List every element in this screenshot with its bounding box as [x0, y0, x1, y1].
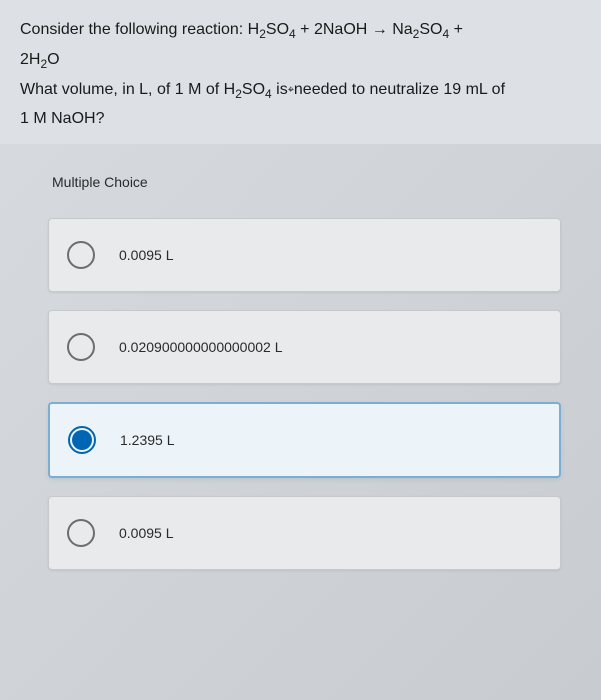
- question-line2: 2H2O: [20, 51, 60, 68]
- question-line1: Consider the following reaction: H2SO4 +…: [20, 21, 463, 38]
- option-1[interactable]: 0.0095 L: [48, 218, 561, 292]
- cursor-icon: ⌖: [288, 81, 294, 101]
- option-label: 0.0095 L: [119, 247, 174, 263]
- multiple-choice-header: Multiple Choice: [48, 174, 561, 190]
- question-area: Consider the following reaction: H2SO4 +…: [0, 0, 601, 144]
- option-4[interactable]: 0.0095 L: [48, 496, 561, 570]
- option-label: 0.0095 L: [119, 525, 174, 541]
- answers-section: Multiple Choice 0.0095 L 0.0209000000000…: [0, 144, 601, 608]
- radio-icon-selected: [68, 426, 96, 454]
- question-line3: What volume, in L, of 1 M of H2SO4 is⌖ne…: [20, 81, 505, 98]
- option-3[interactable]: 1.2395 L: [48, 402, 561, 478]
- radio-icon: [67, 519, 95, 547]
- radio-icon: [67, 333, 95, 361]
- option-label: 0.020900000000000002 L: [119, 339, 283, 355]
- radio-icon: [67, 241, 95, 269]
- option-label: 1.2395 L: [120, 432, 175, 448]
- option-2[interactable]: 0.020900000000000002 L: [48, 310, 561, 384]
- question-text: Consider the following reaction: H2SO4 +…: [20, 16, 581, 134]
- question-line4: 1 M NaOH?: [20, 110, 104, 127]
